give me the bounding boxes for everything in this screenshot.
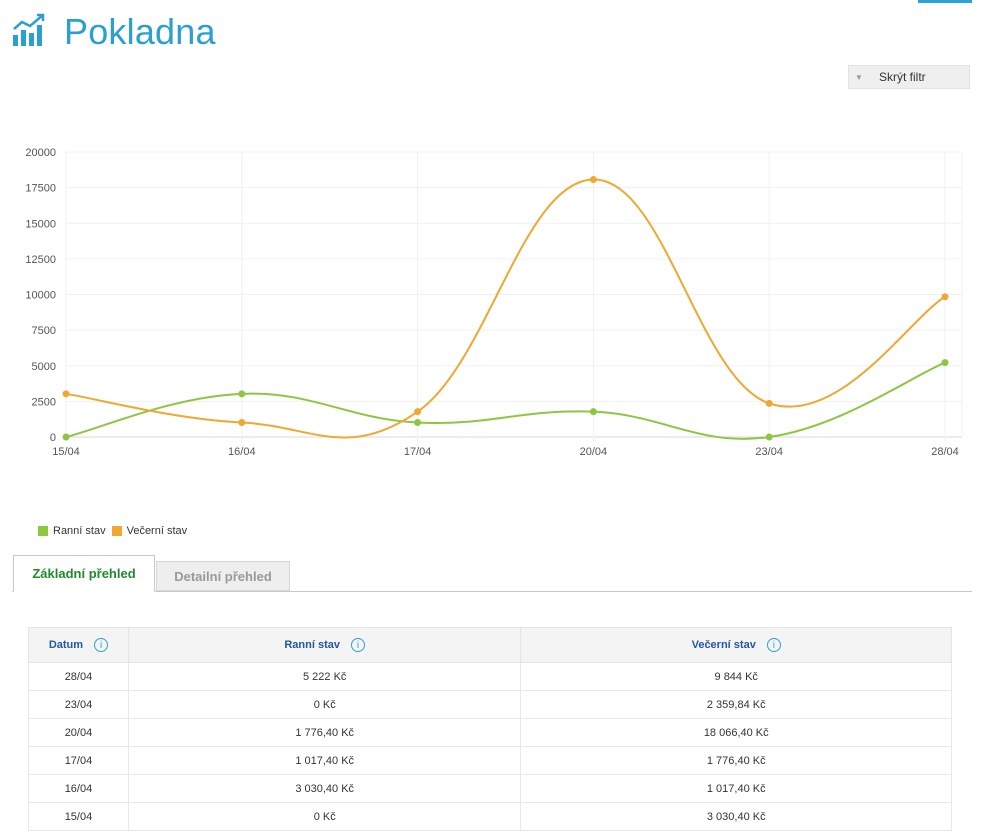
x-tick-label: 20/04 xyxy=(580,446,608,458)
header-evening[interactable]: Večerní stav i xyxy=(520,627,952,663)
info-icon[interactable]: i xyxy=(351,638,366,652)
hide-filter-label: Skrýt filtr xyxy=(879,70,926,84)
header-date[interactable]: Datum i xyxy=(28,627,129,663)
cell-morning: 1 776,40 Kč xyxy=(127,718,522,747)
data-point-morning[interactable] xyxy=(62,433,70,441)
table-row: 20/04 1 776,40 Kč 18 066,40 Kč xyxy=(28,718,952,747)
y-tick-label: 20000 xyxy=(25,147,56,159)
cell-morning: 5 222 Kč xyxy=(127,662,522,691)
legend-swatch-evening xyxy=(111,526,122,536)
tab-bar: Základní přehled Detailní přehled xyxy=(12,555,972,592)
header-morning[interactable]: Ranní stav i xyxy=(127,627,522,663)
table-row: 28/04 5 222 Kč 9 844 Kč xyxy=(28,662,952,691)
cell-date: 17/04 xyxy=(28,746,129,775)
y-tick-label: 10000 xyxy=(25,290,56,302)
table-header-row: Datum i Ranní stav i Večerní stav i xyxy=(28,627,952,663)
cell-date: 28/04 xyxy=(28,662,129,691)
data-point-morning[interactable] xyxy=(589,408,597,416)
table-row: 23/04 0 Kč 2 359,84 Kč xyxy=(28,690,952,719)
x-tick-label: 16/04 xyxy=(228,446,256,458)
legend-item-evening[interactable]: Večerní stav xyxy=(111,525,188,537)
x-axis-ticks: 15/04 16/04 17/04 20/04 23/04 28/04 xyxy=(52,446,959,458)
table-row: 17/04 1 017,40 Kč 1 776,40 Kč xyxy=(28,746,952,775)
cell-date: 23/04 xyxy=(28,690,129,719)
cell-evening: 9 844 Kč xyxy=(520,662,952,691)
y-axis-ticks: 0 2500 5000 7500 10000 12500 15000 17500 20000 xyxy=(25,147,56,444)
y-tick-label: 2500 xyxy=(32,396,56,408)
legend-swatch-morning xyxy=(38,526,48,536)
legend-label-morning: Ranní stav xyxy=(53,525,106,537)
y-tick-label: 17500 xyxy=(25,183,56,195)
cell-morning: 0 Kč xyxy=(127,802,522,831)
cell-date: 15/04 xyxy=(28,802,129,831)
caret-down-icon: ▼ xyxy=(855,72,863,82)
table-row: 15/04 0 Kč 3 030,40 Kč xyxy=(28,802,952,831)
data-point-evening[interactable] xyxy=(414,408,422,416)
header-evening-label: Večerní stav xyxy=(691,638,756,651)
y-tick-label: 5000 xyxy=(32,361,56,373)
cell-morning: 3 030,40 Kč xyxy=(127,774,522,803)
info-icon[interactable]: i xyxy=(94,638,109,652)
cell-morning: 1 017,40 Kč xyxy=(127,746,522,775)
cell-evening: 3 030,40 Kč xyxy=(520,802,952,831)
hide-filter-button[interactable]: ▼ Skrýt filtr xyxy=(848,65,970,89)
x-tick-label: 15/04 xyxy=(52,446,80,458)
tab-detailed-overview[interactable]: Detailní přehled xyxy=(156,561,290,591)
chart-grid xyxy=(65,151,963,442)
cell-evening: 1 776,40 Kč xyxy=(520,746,952,775)
header-morning-label: Ranní stav xyxy=(284,638,340,651)
page-header: Pokladna xyxy=(12,8,216,56)
header-date-label: Datum xyxy=(48,638,84,651)
cell-date: 16/04 xyxy=(28,774,129,803)
data-point-evening[interactable] xyxy=(62,390,70,398)
data-point-morning[interactable] xyxy=(765,433,773,441)
legend-item-morning[interactable]: Ranní stav xyxy=(38,525,106,537)
x-tick-label: 28/04 xyxy=(931,446,959,458)
cell-date: 20/04 xyxy=(28,718,129,747)
data-point-morning[interactable] xyxy=(238,390,246,398)
data-point-evening[interactable] xyxy=(589,176,597,184)
series-line-morning xyxy=(65,361,946,440)
page-title: Pokladna xyxy=(64,11,216,52)
info-icon[interactable]: i xyxy=(766,638,781,652)
bar-chart-icon xyxy=(12,13,46,52)
y-tick-label: 12500 xyxy=(25,254,56,266)
chart-series xyxy=(62,176,949,441)
x-tick-label: 23/04 xyxy=(755,446,783,458)
chart-legend: Ranní stav Večerní stav xyxy=(38,525,193,537)
tab-basic-overview[interactable]: Základní přehled xyxy=(13,555,155,592)
data-point-morning[interactable] xyxy=(941,359,949,367)
data-point-morning[interactable] xyxy=(414,419,422,427)
data-point-evening[interactable] xyxy=(765,399,773,407)
cell-evening: 2 359,84 Kč xyxy=(520,690,952,719)
data-point-evening[interactable] xyxy=(941,293,949,301)
cell-evening: 1 017,40 Kč xyxy=(520,774,952,803)
cell-evening: 18 066,40 Kč xyxy=(520,718,952,747)
x-tick-label: 17/04 xyxy=(404,446,432,458)
cell-morning: 0 Kč xyxy=(127,690,522,719)
top-accent-bar xyxy=(918,0,972,3)
y-tick-label: 0 xyxy=(50,432,56,444)
y-tick-label: 7500 xyxy=(32,325,56,337)
line-chart: 0 2500 5000 7500 10000 12500 15000 17500 20000 1… xyxy=(25,147,963,458)
y-tick-label: 15000 xyxy=(25,218,56,230)
table-row: 16/04 3 030,40 Kč 1 017,40 Kč xyxy=(28,774,952,803)
data-point-evening[interactable] xyxy=(238,419,246,427)
summary-table: Datum i Ranní stav i Večerní stav i 28/0… xyxy=(28,627,952,831)
legend-label-evening: Večerní stav xyxy=(126,525,188,537)
